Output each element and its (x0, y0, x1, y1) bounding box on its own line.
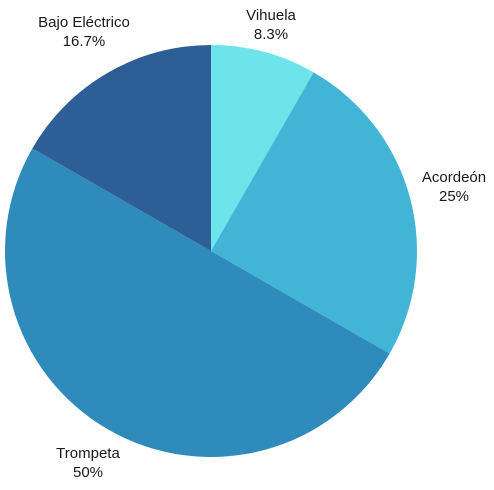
pie-slice-vihuela (211, 45, 314, 251)
pie-labels: Vihuela 8.3% Acordeón 25% Trompeta 50% Bajo El… (38, 7, 486, 481)
pie-slice-acordeón (211, 72, 417, 354)
slice-percent-label: 16.7% (63, 33, 106, 50)
slice-name-label: Vihuela (246, 7, 296, 24)
pie-slice-bajo-eléctrico (32, 45, 211, 251)
slice-name-label: Acordeón (422, 169, 486, 186)
slice-percent-label: 25% (439, 188, 469, 205)
pie-slices (4, 45, 417, 457)
pie-slice-trompeta (4, 148, 390, 457)
slice-percent-label: 8.3% (254, 26, 288, 43)
slice-percent-label: 50% (73, 464, 103, 481)
slice-name-label: Bajo Eléctrico (38, 14, 130, 31)
slice-name-label: Trompeta (56, 445, 120, 462)
